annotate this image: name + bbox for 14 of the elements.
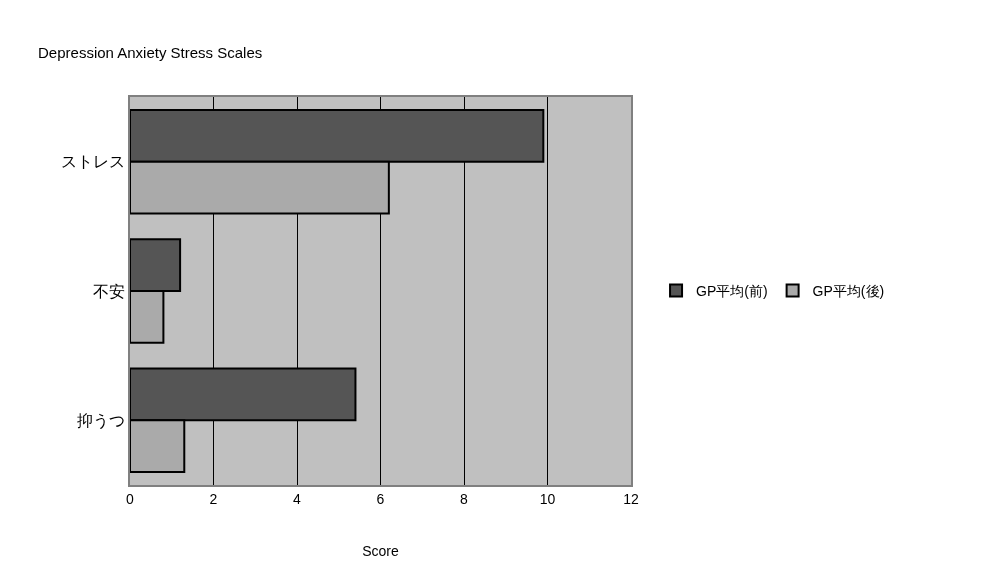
x-tick-label: 4: [293, 490, 302, 507]
x-tick-label: 12: [623, 490, 639, 507]
y-tick-label: ストレス: [60, 153, 125, 171]
legend-label: GP平均(後): [812, 283, 885, 300]
x-tick-label: 6: [376, 490, 385, 507]
y-tick-label: 不安: [92, 282, 125, 300]
x-tick-label: 10: [539, 490, 556, 507]
x-axis-title: Score: [362, 542, 399, 559]
chart-title: Depression Anxiety Stress Scales: [38, 43, 263, 61]
x-tick-label: 8: [460, 490, 469, 507]
x-tick-label: 0: [126, 490, 135, 507]
y-tick-label: 抑うつ: [76, 411, 125, 430]
x-tick-label: 2: [209, 490, 218, 507]
legend-label: GP平均(前): [696, 283, 768, 300]
